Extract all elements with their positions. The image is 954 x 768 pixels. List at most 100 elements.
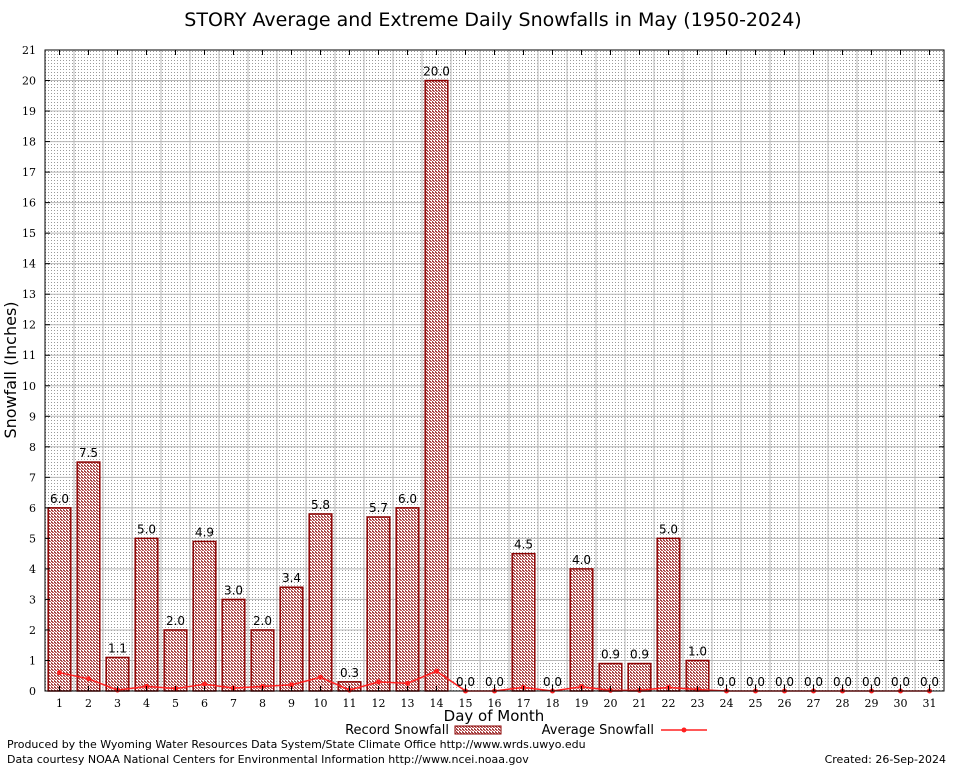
bar-value-label: 0.0 <box>920 675 939 689</box>
x-tick-label: 14 <box>430 697 444 710</box>
x-tick-label: 26 <box>778 697 792 710</box>
bar-value-label: 0.0 <box>804 675 823 689</box>
average-point <box>289 682 294 688</box>
x-tick-label: 12 <box>372 697 386 710</box>
bar-value-label: 0.0 <box>746 675 765 689</box>
bar-value-label: 0.0 <box>717 675 736 689</box>
y-tick-label: 15 <box>22 227 36 240</box>
bar-value-label: 4.9 <box>195 525 214 539</box>
x-tick-label: 18 <box>546 697 560 710</box>
x-tick-label: 17 <box>517 697 531 710</box>
x-tick-label: 27 <box>807 697 821 710</box>
record-bar <box>569 568 594 692</box>
x-tick-label: 20 <box>604 697 618 710</box>
x-tick-label: 24 <box>720 697 734 710</box>
y-tick-label: 17 <box>22 166 36 179</box>
average-point <box>86 676 91 682</box>
record-bar <box>395 507 420 692</box>
y-tick-label: 18 <box>22 136 36 149</box>
x-tick-label: 7 <box>230 697 237 710</box>
x-tick-label: 9 <box>288 697 295 710</box>
x-tick-label: 19 <box>575 697 589 710</box>
y-tick-label: 7 <box>29 471 36 484</box>
y-axis-label: Snowfall (Inches) <box>1 301 20 438</box>
bar-value-label: 0.0 <box>543 675 562 689</box>
bar-value-label: 0.0 <box>456 675 475 689</box>
bar-value-label: 7.5 <box>79 446 98 460</box>
x-axis-label: Day of Month <box>444 707 545 725</box>
bar-value-label: 6.0 <box>398 492 417 506</box>
bar-value-label: 5.0 <box>137 522 156 536</box>
x-tick-label: 30 <box>894 697 908 710</box>
y-tick-label: 10 <box>22 380 36 393</box>
x-tick-label: 31 <box>923 697 937 710</box>
y-tick-label: 11 <box>22 349 36 362</box>
average-point <box>376 679 381 685</box>
bar-value-label: 1.1 <box>108 641 127 655</box>
record-bar <box>656 537 681 692</box>
bar-value-label: 3.4 <box>282 571 301 585</box>
record-bar <box>221 598 246 692</box>
y-tick-label: 2 <box>29 624 36 637</box>
y-tick-label: 21 <box>22 44 36 57</box>
record-bar <box>47 507 72 692</box>
chart-title: STORY Average and Extreme Daily Snowfall… <box>184 9 801 31</box>
record-bar <box>308 513 333 692</box>
bar-value-labels: 6.0 7.5 1.1 5.0 2.0 4.9 3.0 2.0 3.4 5.8 0.3 5.7 6.0 2… <box>50 65 939 689</box>
x-tick-label: 6 <box>201 697 208 710</box>
x-tick-label: 28 <box>836 697 850 710</box>
x-tick-label: 1 <box>56 697 63 710</box>
x-tick-label: 5 <box>172 697 179 710</box>
record-bar <box>105 656 130 692</box>
x-tick-label: 25 <box>749 697 763 710</box>
y-tick-label: 0 <box>29 685 36 698</box>
x-tick-label: 16 <box>488 697 502 710</box>
bar-value-label: 1.0 <box>688 644 707 658</box>
x-tick-label: 13 <box>401 697 415 710</box>
bar-value-label: 0.0 <box>485 675 504 689</box>
record-bar <box>279 586 304 692</box>
x-tick-label: 8 <box>259 697 266 710</box>
y-tick-label: 3 <box>29 593 36 606</box>
bar-value-label: 5.8 <box>311 498 330 512</box>
y-tick-label: 16 <box>22 197 36 210</box>
bar-value-label: 0.0 <box>862 675 881 689</box>
bar-value-label: 4.0 <box>572 553 591 567</box>
x-tick-label: 21 <box>633 697 647 710</box>
bar-value-label: 5.7 <box>369 501 388 515</box>
bar-value-label: 3.0 <box>224 583 243 597</box>
bar-value-label: 20.0 <box>423 65 450 79</box>
y-tick-label: 13 <box>22 288 36 301</box>
x-tick-label: 15 <box>459 697 473 710</box>
bar-value-label: 4.5 <box>514 538 533 552</box>
y-tick-label: 5 <box>29 532 36 545</box>
bar-value-label: 0.9 <box>601 648 620 662</box>
record-bar <box>134 537 159 692</box>
bar-value-label: 2.0 <box>253 614 272 628</box>
x-tick-label: 10 <box>314 697 328 710</box>
y-tick-label: 20 <box>22 75 36 88</box>
record-bar <box>366 516 391 692</box>
record-bar <box>511 552 536 692</box>
record-bar <box>424 79 449 692</box>
grid-lines <box>45 50 944 691</box>
footer-created-date: Created: 26-Sep-2024 <box>825 753 946 766</box>
record-snowfall-bars <box>47 79 710 692</box>
average-point <box>202 681 207 687</box>
x-tick-label: 29 <box>865 697 879 710</box>
bar-value-label: 0.0 <box>833 675 852 689</box>
legend-record-label: Record Snowfall <box>345 723 449 738</box>
x-tick-label: 3 <box>114 697 121 710</box>
y-tick-label: 9 <box>29 410 36 423</box>
x-tick-label: 2 <box>85 697 92 710</box>
average-point <box>434 668 439 674</box>
y-tick-label: 6 <box>29 502 36 515</box>
average-point <box>405 680 410 686</box>
x-tick-label: 23 <box>691 697 705 710</box>
y-tick-label: 14 <box>22 258 36 271</box>
bar-value-label: 5.0 <box>659 522 678 536</box>
x-tick-label: 4 <box>143 697 150 710</box>
x-tick-label: 22 <box>662 697 676 710</box>
